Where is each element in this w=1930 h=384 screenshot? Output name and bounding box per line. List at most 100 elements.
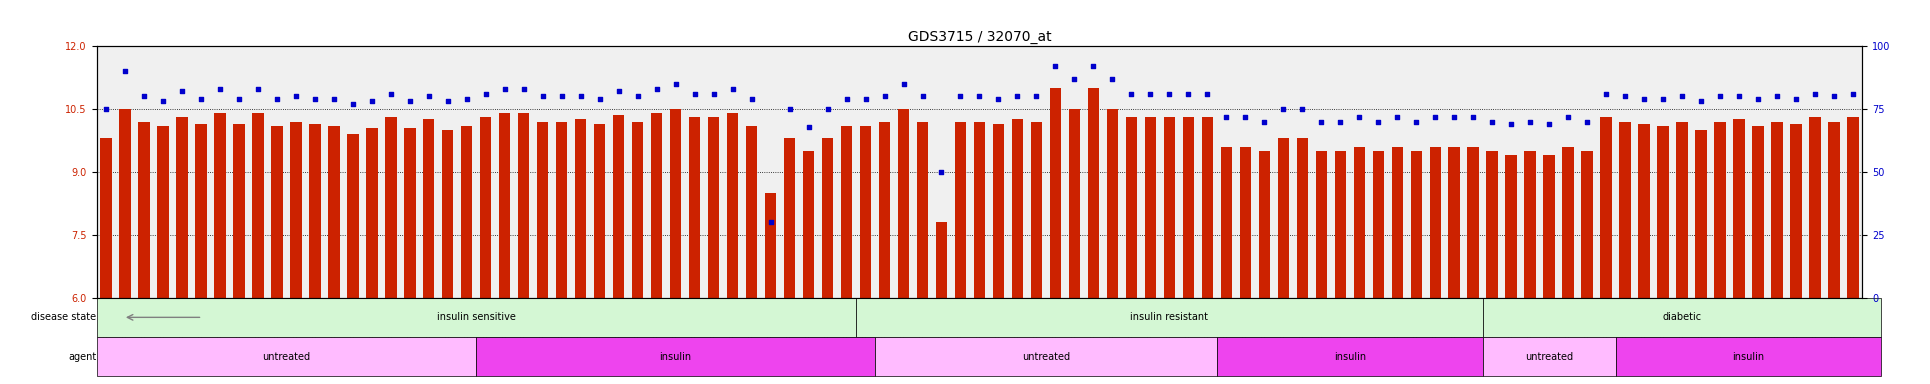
- Point: [735, 96, 766, 102]
- Point: [868, 93, 899, 99]
- Bar: [614, 115, 625, 298]
- Point: [1438, 113, 1469, 119]
- Bar: [878, 122, 890, 298]
- Bar: [1258, 151, 1270, 298]
- Bar: [1639, 124, 1650, 298]
- Point: [1210, 113, 1241, 119]
- Bar: [120, 109, 131, 298]
- Point: [1818, 93, 1849, 99]
- Point: [280, 93, 311, 99]
- Point: [508, 86, 538, 92]
- Bar: [1089, 88, 1098, 298]
- Point: [1363, 119, 1393, 125]
- Point: [1515, 119, 1546, 125]
- Bar: [517, 113, 529, 298]
- Point: [585, 96, 616, 102]
- Point: [1723, 93, 1754, 99]
- Bar: [1808, 118, 1820, 298]
- Point: [1021, 93, 1052, 99]
- Point: [813, 106, 843, 112]
- Point: [129, 93, 160, 99]
- Text: insulin resistant: insulin resistant: [1131, 312, 1208, 322]
- Bar: [1772, 122, 1783, 298]
- Point: [1476, 119, 1507, 125]
- Bar: [403, 128, 415, 298]
- Point: [110, 68, 141, 74]
- Point: [832, 96, 863, 102]
- Text: untreated: untreated: [1525, 352, 1573, 362]
- Bar: [1525, 151, 1536, 298]
- Point: [546, 93, 577, 99]
- Bar: [1467, 147, 1478, 298]
- Point: [452, 96, 482, 102]
- Text: untreated: untreated: [1021, 352, 1069, 362]
- Bar: [1220, 147, 1231, 298]
- Bar: [253, 113, 264, 298]
- Point: [926, 169, 957, 175]
- Bar: [1505, 155, 1517, 298]
- Bar: [290, 122, 301, 298]
- Point: [1762, 93, 1793, 99]
- Point: [1002, 93, 1033, 99]
- Bar: [1563, 147, 1573, 298]
- Bar: [670, 109, 681, 298]
- Bar: [100, 138, 112, 298]
- Point: [1287, 106, 1318, 112]
- Title: GDS3715 / 32070_at: GDS3715 / 32070_at: [907, 30, 1052, 44]
- Text: insulin sensitive: insulin sensitive: [436, 312, 515, 322]
- Point: [1837, 91, 1868, 97]
- Bar: [1069, 109, 1081, 298]
- Point: [394, 98, 425, 104]
- Point: [641, 86, 672, 92]
- Point: [1249, 119, 1280, 125]
- Bar: [650, 113, 662, 298]
- Bar: [1544, 155, 1556, 298]
- Bar: [708, 118, 720, 298]
- FancyBboxPatch shape: [477, 337, 874, 376]
- Point: [1079, 63, 1110, 69]
- Bar: [1106, 109, 1117, 298]
- Bar: [1600, 118, 1612, 298]
- FancyBboxPatch shape: [1615, 337, 1882, 376]
- Bar: [992, 124, 1004, 298]
- Point: [888, 81, 919, 87]
- Point: [1343, 113, 1374, 119]
- FancyBboxPatch shape: [96, 298, 857, 337]
- Bar: [594, 124, 606, 298]
- Point: [718, 86, 749, 92]
- Point: [1704, 93, 1735, 99]
- Point: [374, 91, 407, 97]
- Text: disease state: disease state: [31, 312, 96, 322]
- Bar: [347, 134, 359, 298]
- Bar: [1847, 118, 1859, 298]
- Point: [527, 93, 558, 99]
- Point: [432, 98, 463, 104]
- Point: [1420, 113, 1451, 119]
- Point: [1040, 63, 1071, 69]
- Bar: [1752, 126, 1764, 298]
- Point: [1401, 119, 1432, 125]
- Bar: [803, 151, 814, 298]
- Bar: [1125, 118, 1137, 298]
- Bar: [328, 126, 340, 298]
- Bar: [689, 118, 701, 298]
- Bar: [556, 122, 567, 298]
- Point: [699, 91, 730, 97]
- Bar: [156, 126, 168, 298]
- Point: [1382, 113, 1413, 119]
- Point: [205, 86, 235, 92]
- Point: [604, 88, 635, 94]
- Bar: [936, 222, 948, 298]
- Point: [849, 96, 880, 102]
- Bar: [1658, 126, 1669, 298]
- Point: [793, 124, 824, 130]
- Point: [1668, 93, 1698, 99]
- Point: [1590, 91, 1621, 97]
- Bar: [367, 128, 378, 298]
- Bar: [1449, 147, 1459, 298]
- Point: [185, 96, 216, 102]
- Bar: [841, 126, 853, 298]
- FancyBboxPatch shape: [857, 298, 1482, 337]
- Point: [1229, 113, 1260, 119]
- Point: [1307, 119, 1337, 125]
